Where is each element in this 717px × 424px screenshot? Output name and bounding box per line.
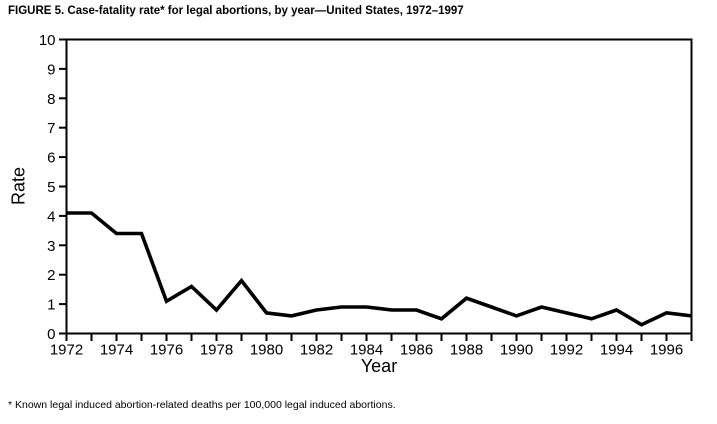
y-tick-label: 0 xyxy=(47,326,55,343)
x-tick-label: 1978 xyxy=(200,342,233,359)
x-tick-label: 1980 xyxy=(250,342,283,359)
x-tick-label: 1984 xyxy=(350,342,383,359)
x-tick-label: 1988 xyxy=(450,342,483,359)
y-tick-label: 7 xyxy=(47,120,55,137)
x-tick-label: 1994 xyxy=(600,342,633,359)
x-tick-label: 1996 xyxy=(650,342,683,359)
y-tick-label: 10 xyxy=(39,32,56,49)
y-tick-label: 8 xyxy=(47,91,55,108)
x-tick-label: 1974 xyxy=(100,342,133,359)
footnote: * Known legal induced abortion-related d… xyxy=(8,399,396,411)
y-tick-label: 1 xyxy=(47,297,55,314)
plot-border xyxy=(65,38,693,335)
x-tick-label: 1982 xyxy=(300,342,333,359)
x-tick-label: 1972 xyxy=(50,342,83,359)
x-tick-label: 1990 xyxy=(500,342,533,359)
y-tick-label: 2 xyxy=(47,267,55,284)
line-chart-plot: 0 1 2 3 4 5 6 7 8 9 10 1972 1974 1976 1978 1980 1982 1984… xyxy=(39,32,693,359)
x-tick-label: 1976 xyxy=(150,342,183,359)
figure-title: FIGURE 5. Case-fatality rate* for legal … xyxy=(8,5,464,17)
y-tick-label: 6 xyxy=(47,150,55,167)
y-tick-label: 4 xyxy=(47,208,55,225)
x-tick-label: 1986 xyxy=(400,342,433,359)
x-tick-label: 1992 xyxy=(550,342,583,359)
y-tick-label: 5 xyxy=(47,179,55,196)
x-axis-title: Year xyxy=(360,356,398,376)
y-axis-title: Rate xyxy=(8,166,29,206)
y-tick-label: 3 xyxy=(47,238,55,255)
data-line xyxy=(66,211,692,327)
y-tick-label: 9 xyxy=(47,61,55,78)
